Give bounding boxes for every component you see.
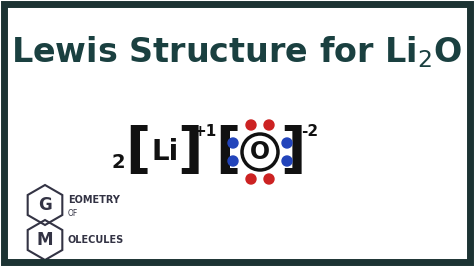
Circle shape — [228, 138, 238, 148]
Circle shape — [228, 156, 238, 166]
Text: +1: +1 — [193, 124, 217, 139]
Text: EOMETRY: EOMETRY — [68, 195, 120, 205]
Text: ]: ] — [280, 125, 306, 179]
Text: 2: 2 — [111, 153, 125, 172]
Circle shape — [264, 120, 274, 130]
Text: M: M — [37, 231, 53, 249]
Text: -2: -2 — [301, 124, 319, 139]
Text: OLECULES: OLECULES — [68, 235, 124, 245]
Circle shape — [282, 156, 292, 166]
Text: ]: ] — [177, 125, 203, 179]
Circle shape — [246, 174, 256, 184]
Text: OF: OF — [68, 209, 78, 218]
Text: G: G — [38, 196, 52, 214]
Circle shape — [282, 138, 292, 148]
Text: Lewis Structure for Li$_2$O: Lewis Structure for Li$_2$O — [11, 34, 463, 70]
Circle shape — [246, 120, 256, 130]
Text: [: [ — [215, 125, 241, 179]
Circle shape — [264, 174, 274, 184]
Text: O: O — [250, 140, 270, 164]
Text: Li: Li — [151, 138, 179, 166]
Text: [: [ — [125, 125, 151, 179]
